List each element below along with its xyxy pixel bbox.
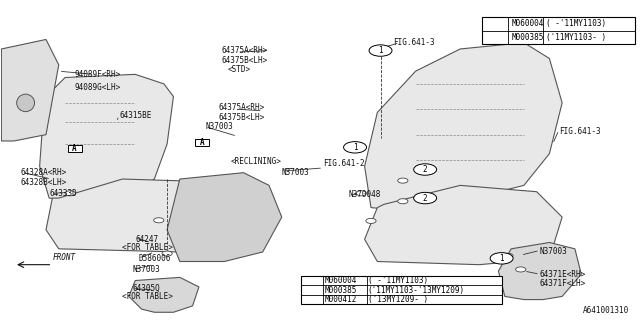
Text: <RECLINING>: <RECLINING> [231,157,282,166]
Circle shape [369,45,392,56]
FancyBboxPatch shape [301,276,502,304]
Text: D586006: D586006 [138,254,171,263]
Text: 2: 2 [423,194,428,203]
Text: ('13MY1209- ): ('13MY1209- ) [368,295,428,304]
Circle shape [356,191,367,196]
Circle shape [490,252,513,264]
Text: A641001310: A641001310 [583,307,629,316]
Circle shape [65,191,76,196]
Text: N37003: N37003 [205,122,233,131]
Circle shape [397,199,408,204]
Text: 64305Q: 64305Q [132,284,160,293]
Text: N37003: N37003 [540,247,568,257]
Text: 64375B<LH>: 64375B<LH> [221,56,268,65]
Text: 64328A<RH>: 64328A<RH> [20,168,67,177]
Text: 1: 1 [499,254,504,263]
Text: ('11MY1103-'13MY1209): ('11MY1103-'13MY1209) [368,285,465,295]
Text: 2: 2 [310,287,314,293]
Text: 94089F<RH>: 94089F<RH> [75,70,121,79]
Polygon shape [46,179,250,252]
Text: ( -'11MY1103): ( -'11MY1103) [368,276,428,285]
Circle shape [503,253,513,258]
Polygon shape [365,185,562,265]
Polygon shape [40,74,173,201]
Text: 64375A<RH>: 64375A<RH> [221,46,268,55]
Text: <STD>: <STD> [228,65,251,74]
Circle shape [413,164,436,175]
Text: N370048: N370048 [349,190,381,199]
Text: <FOR TABLE>: <FOR TABLE> [122,243,173,252]
Text: M000412: M000412 [324,295,357,304]
Circle shape [397,178,408,183]
Text: M000385: M000385 [324,285,357,295]
Text: 1: 1 [353,143,357,152]
Text: FRONT: FRONT [52,252,76,261]
Text: 2: 2 [423,165,428,174]
Text: 64315BE: 64315BE [119,111,152,120]
Text: <FOR TABLE>: <FOR TABLE> [122,292,173,301]
Circle shape [413,192,436,204]
Text: ( -'11MY1103): ( -'11MY1103) [546,20,606,28]
Circle shape [485,26,506,36]
Text: 64371E<RH>: 64371E<RH> [540,270,586,279]
Polygon shape [167,173,282,261]
Polygon shape [129,277,199,312]
Text: 64333D: 64333D [49,189,77,198]
Text: 64371F<LH>: 64371F<LH> [540,279,586,288]
Text: N37003: N37003 [132,265,160,274]
Circle shape [516,267,526,272]
Text: M060004: M060004 [511,20,543,28]
Circle shape [366,218,376,223]
Text: 64247: 64247 [135,235,158,244]
Text: 94089G<LH>: 94089G<LH> [75,83,121,92]
Circle shape [303,286,321,294]
Ellipse shape [17,94,35,112]
Circle shape [162,251,172,256]
Text: FIG.641-3: FIG.641-3 [559,127,600,136]
Text: 64375A<RH>: 64375A<RH> [218,103,264,112]
Text: 1: 1 [493,26,497,35]
FancyBboxPatch shape [483,17,636,44]
Text: FIG.641-2: FIG.641-2 [323,159,365,168]
Text: 64328B<LH>: 64328B<LH> [20,178,67,187]
Text: FIG.641-3: FIG.641-3 [394,38,435,47]
Polygon shape [365,43,562,211]
Circle shape [344,142,367,153]
Text: ('11MY1103- ): ('11MY1103- ) [546,33,606,42]
Text: M060004: M060004 [324,276,357,285]
Text: M000385: M000385 [511,33,543,42]
Text: 64375B<LH>: 64375B<LH> [218,113,264,122]
Circle shape [353,145,364,150]
Text: 1: 1 [378,46,383,55]
Polygon shape [499,243,581,300]
Polygon shape [1,39,59,141]
FancyBboxPatch shape [195,139,209,146]
Circle shape [154,218,164,223]
Text: A: A [200,138,204,147]
Circle shape [372,50,383,55]
Text: A: A [72,144,77,153]
FancyBboxPatch shape [68,145,82,152]
Text: N37003: N37003 [282,168,310,177]
